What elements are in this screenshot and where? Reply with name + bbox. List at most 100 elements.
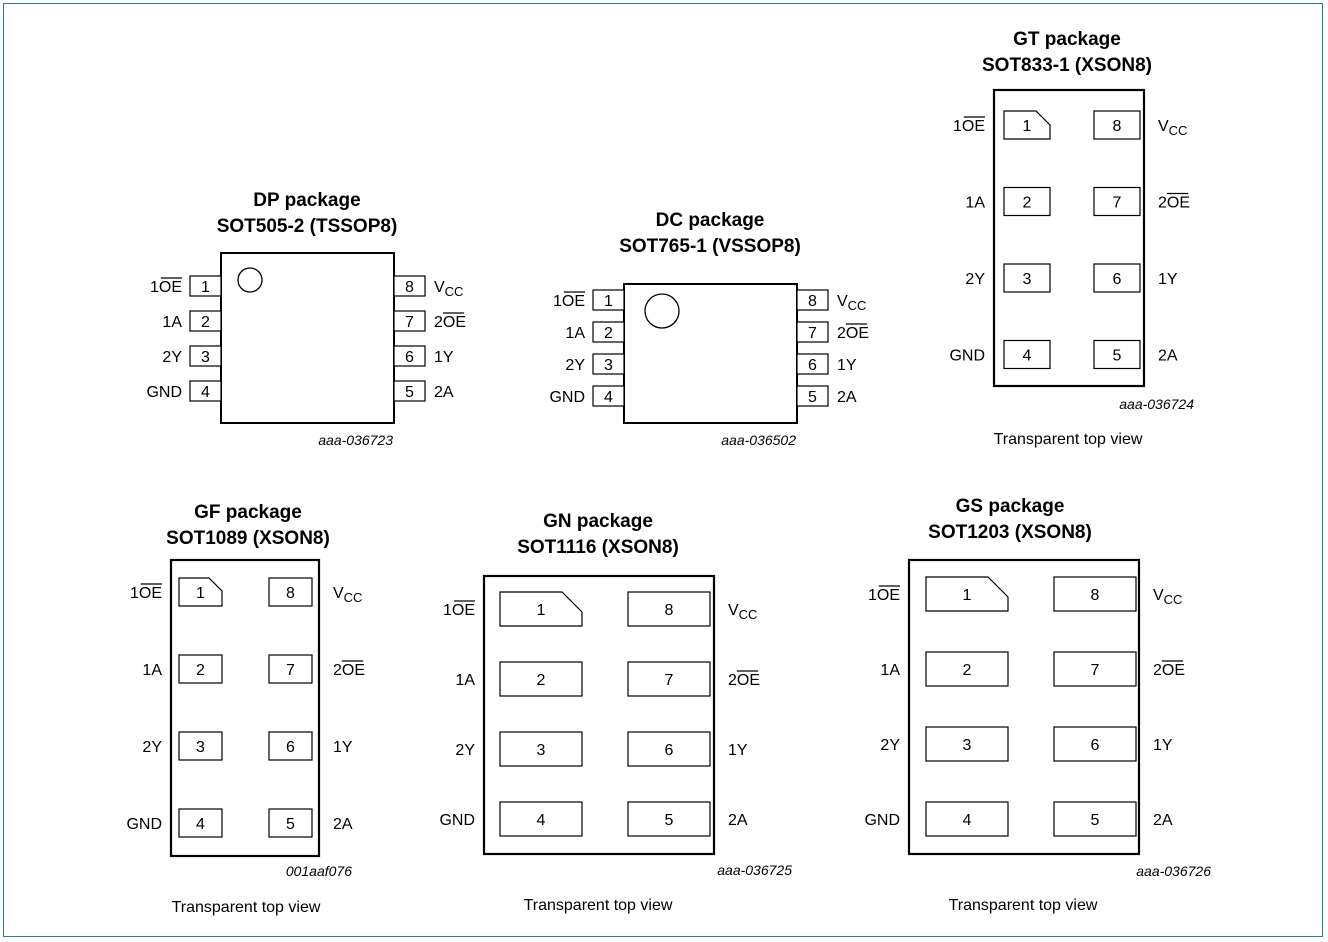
drawing-code: aaa-036723 — [318, 432, 393, 448]
pin-6 — [796, 353, 829, 375]
pin-label: 1Y — [1158, 271, 1178, 288]
pin-number: 2 — [963, 662, 972, 679]
pin-number: 7 — [286, 662, 295, 679]
pin-label: GND — [146, 384, 182, 401]
pin-number: 3 — [196, 739, 205, 756]
pin-label: 2Y — [455, 742, 475, 759]
pin-label: 2A — [1153, 812, 1173, 829]
pin-5 — [393, 380, 426, 402]
view-caption: Transparent top view — [524, 897, 673, 914]
pin-number: 5 — [1091, 812, 1100, 829]
pin-label: 1A — [455, 672, 475, 689]
pin-5 — [1093, 339, 1141, 370]
pin-4 — [189, 380, 222, 402]
pin-7 — [393, 310, 426, 332]
pin-number: 7 — [1091, 662, 1100, 679]
pin-label: 2Y — [162, 349, 182, 366]
pin1-marker — [644, 293, 680, 329]
package-subtitle: SOT1116 (XSON8) — [517, 537, 679, 558]
pin1-marker — [237, 267, 263, 293]
pin-6 — [393, 345, 426, 367]
pin-2 — [178, 654, 223, 684]
pin-number: 4 — [537, 812, 546, 829]
pin-number: 8 — [1113, 118, 1122, 135]
pin-number: 8 — [286, 585, 295, 602]
pin-number: 6 — [286, 739, 295, 756]
pin-number: 2 — [201, 314, 210, 331]
pin-2 — [1003, 186, 1051, 217]
pin-number: 2 — [604, 325, 613, 342]
pin-label: VCC — [837, 293, 866, 313]
pin-number: 3 — [201, 349, 210, 366]
pin-7 — [796, 321, 829, 343]
pin-number: 6 — [1113, 271, 1122, 288]
package-title: GT package — [1013, 29, 1121, 50]
pin-8 — [796, 289, 829, 311]
pin-number: 1 — [604, 293, 613, 310]
pin-number: 7 — [405, 314, 414, 331]
package-title: DP package — [253, 190, 360, 211]
package-subtitle: SOT1089 (XSON8) — [166, 528, 330, 549]
pin-1 — [189, 275, 222, 297]
pin-3 — [592, 353, 625, 375]
pin-label: 1OE — [553, 293, 585, 310]
drawing-code: aaa-036724 — [1119, 396, 1194, 412]
pin-label: 1A — [142, 662, 162, 679]
drawing-code: aaa-036725 — [717, 862, 792, 878]
pin-label: 2OE — [1158, 195, 1190, 212]
pin-label: 1A — [965, 195, 985, 212]
pin-label: GND — [126, 816, 162, 833]
pin-number: 1 — [196, 585, 205, 602]
pin-label: 2Y — [965, 271, 985, 288]
pin-4 — [592, 385, 625, 407]
pin-number: 5 — [1113, 348, 1122, 365]
pin-number: 1 — [1023, 118, 1032, 135]
pin-number: 6 — [808, 357, 817, 374]
pin-1 — [1003, 110, 1051, 140]
package-subtitle: SOT1203 (XSON8) — [928, 522, 1092, 543]
view-caption: Transparent top view — [994, 431, 1143, 448]
pin-label: GND — [549, 389, 585, 406]
pin-8 — [1053, 576, 1137, 612]
pin-number: 6 — [405, 349, 414, 366]
pin-2 — [925, 651, 1009, 687]
diagram-frame — [3, 3, 1323, 937]
pin-label: 1OE — [868, 587, 900, 604]
package-subtitle: SOT765-1 (VSSOP8) — [619, 236, 801, 257]
package-gt: GT package SOT833-1 (XSON8) 1 1OE 2 1A 3 2Y 4 GND… — [949, 29, 1194, 448]
pin-label: GND — [439, 812, 475, 829]
pin-number: 3 — [537, 742, 546, 759]
package-subtitle: SOT833-1 (XSON8) — [982, 55, 1152, 76]
pin-number: 8 — [405, 279, 414, 296]
pin-number: 5 — [286, 816, 295, 833]
pin-number: 8 — [665, 602, 674, 619]
package-title: GS package — [956, 496, 1065, 517]
pin-8 — [627, 591, 711, 627]
pin-number: 7 — [665, 672, 674, 689]
pin-number: 7 — [1113, 195, 1122, 212]
pin-label: 1Y — [728, 742, 748, 759]
pin-label: 2OE — [333, 662, 365, 679]
pin-label: 2OE — [434, 314, 466, 331]
pin-label: 2OE — [837, 325, 869, 342]
package-title: GN package — [543, 511, 653, 532]
pin-3 — [925, 726, 1009, 762]
pin-number: 3 — [604, 357, 613, 374]
pin-label: GND — [864, 812, 900, 829]
package-body — [623, 283, 798, 424]
pin-number: 8 — [808, 293, 817, 310]
pin-3 — [1003, 263, 1051, 293]
package-gf: GF package SOT1089 (XSON8) 1 1OE 2 1A 3 2Y 4 GND 8… — [126, 502, 365, 916]
package-gn: GN package SOT1116 (XSON8) 1 1OE 2 1A 3 2Y 4 GND 8… — [439, 511, 792, 914]
drawing-code: 001aaf076 — [286, 863, 352, 879]
pin-number: 4 — [963, 812, 972, 829]
pin-number: 5 — [665, 812, 674, 829]
pin-label: 1Y — [1153, 737, 1173, 754]
pin-label: 2OE — [1153, 662, 1185, 679]
pin-label: 1A — [565, 325, 585, 342]
pin-label: 1OE — [443, 602, 475, 619]
pin-6 — [627, 731, 711, 767]
pin-4 — [499, 801, 583, 837]
pin-label: 1Y — [837, 357, 857, 374]
pin-label: VCC — [1153, 587, 1182, 607]
